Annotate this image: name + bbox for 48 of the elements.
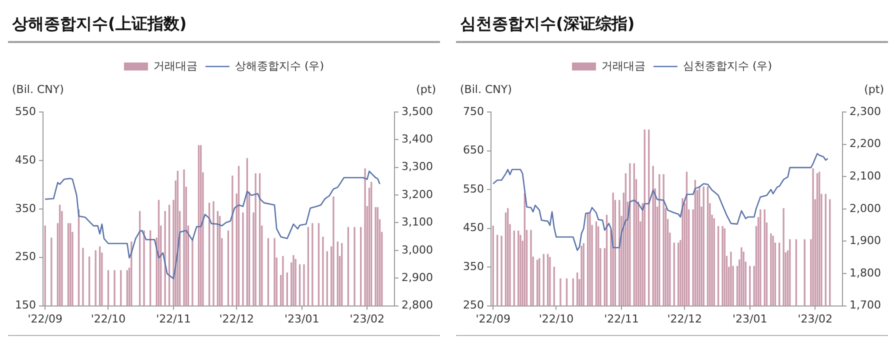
x-tick-label: '23/02 <box>798 312 833 326</box>
x-tick-label: '23/02 <box>350 312 385 326</box>
y2-tick-label: 2,300 <box>850 104 882 118</box>
y-tick-label: 450 <box>14 153 36 166</box>
y-tick-label: 550 <box>14 104 36 118</box>
y2-tick-label: 3,300 <box>402 160 434 174</box>
y2-axis-title: (pt) <box>416 82 436 96</box>
chart-title: 심천종합지수(深证综指) <box>456 8 888 43</box>
legend-label: 거래대금 <box>601 59 646 72</box>
y2-tick-label: 2,100 <box>850 169 882 182</box>
y2-tick-label: 1,900 <box>850 234 882 248</box>
x-tick-label: '22/10 <box>538 312 574 326</box>
y2-tick-label: 1,800 <box>850 266 882 280</box>
y-tick-label: 650 <box>462 144 484 157</box>
y2-tick-label: 3,100 <box>402 216 434 229</box>
legend-label: 상해종합지수 (우) <box>234 59 324 72</box>
y-tick-label: 750 <box>462 104 484 118</box>
y-tick-label: 150 <box>14 298 36 312</box>
y2-tick-label: 3,200 <box>402 188 434 201</box>
x-tick-label: '22/09 <box>476 312 510 326</box>
y-axis-title: (Bil. CNY) <box>460 82 512 96</box>
y-axis-title: (Bil. CNY) <box>12 82 64 96</box>
y2-tick-label: 3,000 <box>402 243 434 256</box>
y-tick-label: 250 <box>462 298 484 312</box>
x-tick-label: '22/12 <box>219 312 254 326</box>
y2-axis-title: (pt) <box>864 82 884 96</box>
chart-title: 상해종합지수(上证指数) <box>8 8 440 43</box>
y2-tick-label: 2,900 <box>402 270 434 284</box>
x-tick-label: '22/09 <box>28 312 62 326</box>
y2-tick-label: 2,800 <box>402 298 434 312</box>
y-tick-label: 350 <box>14 202 36 215</box>
legend-label: 거래대금 <box>153 59 198 72</box>
y-tick-label: 250 <box>14 250 36 264</box>
x-tick-label: '22/12 <box>667 312 702 326</box>
x-tick-label: '22/11 <box>604 312 639 326</box>
y-tick-label: 550 <box>462 182 484 196</box>
y2-tick-label: 1,700 <box>850 298 882 312</box>
y-tick-label: 450 <box>462 221 484 234</box>
x-tick-label: '22/10 <box>90 312 126 326</box>
x-tick-label: '23/01 <box>732 312 768 326</box>
x-tick-label: '22/11 <box>156 312 191 326</box>
x-tick-label: '23/01 <box>284 312 320 326</box>
y-tick-label: 350 <box>462 260 484 273</box>
y2-tick-label: 3,400 <box>402 132 434 146</box>
y2-tick-label: 3,500 <box>402 104 434 118</box>
y2-tick-label: 2,200 <box>850 137 882 150</box>
y2-tick-label: 2,000 <box>850 202 882 215</box>
legend-label: 심천종합지수 (우) <box>682 59 772 72</box>
